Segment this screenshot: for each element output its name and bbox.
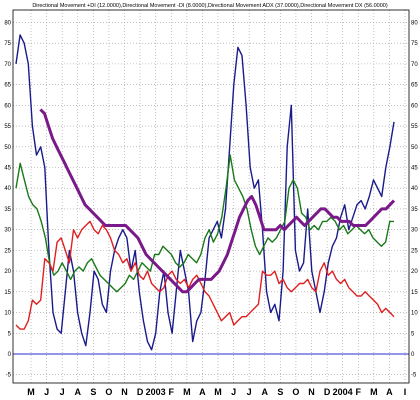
y-tick-label-left: 65 xyxy=(4,83,11,89)
y-tick-label-right: 60 xyxy=(411,103,418,109)
y-tick-label-right: 35 xyxy=(411,207,418,213)
plot-frame xyxy=(12,9,410,384)
x-tick-label: A xyxy=(262,387,269,397)
series-line-directional-movement-di xyxy=(15,220,395,330)
x-tick-label: N xyxy=(121,387,128,397)
y-tick-label-left: 10 xyxy=(4,311,11,317)
x-tick-label: O xyxy=(105,387,112,397)
y-tick-label-left: 55 xyxy=(4,124,11,130)
y-tick-label-right: 80 xyxy=(411,20,418,26)
y-tick-label-left: 15 xyxy=(4,290,11,296)
y-tick-label-left: 45 xyxy=(4,165,11,171)
y-tick-label-right: -5 xyxy=(411,373,417,379)
y-tick-label-right: 70 xyxy=(411,62,418,68)
y-tick-label-left: -5 xyxy=(6,373,12,379)
y-tick-label-right: 0 xyxy=(411,352,415,358)
y-tick-label-right: 20 xyxy=(411,269,418,275)
y-tick-label-right: 25 xyxy=(411,248,418,254)
x-tick-label: M xyxy=(214,387,222,397)
y-tick-label-left: 5 xyxy=(8,331,12,337)
y-tick-label-left: 30 xyxy=(4,228,11,234)
x-tick-label: D xyxy=(324,387,331,397)
x-tick-label: S xyxy=(90,387,96,397)
y-tick-label-right: 30 xyxy=(411,228,418,234)
chart-title: Directional Movement +DI (12.0000),Direc… xyxy=(32,3,388,9)
x-tick-label: D xyxy=(137,387,144,397)
y-tick-label-left: 40 xyxy=(4,186,11,192)
x-tick-label: J xyxy=(247,387,252,397)
y-tick-label-left: 75 xyxy=(4,41,11,47)
x-tick-label: M xyxy=(27,387,35,397)
x-tick-label: J xyxy=(60,387,65,397)
x-tick-label: J xyxy=(231,387,236,397)
y-tick-label-left: 25 xyxy=(4,248,11,254)
y-tick-label-left: 70 xyxy=(4,62,11,68)
series-group xyxy=(15,34,396,351)
y-tick-label-left: 50 xyxy=(4,145,11,151)
x-tick-label: A xyxy=(386,387,393,397)
y-tick-label-right: 45 xyxy=(411,165,418,171)
y-tick-label-right: 75 xyxy=(411,41,418,47)
x-tick-label: F xyxy=(356,387,362,397)
x-tick-label: F xyxy=(169,387,175,397)
y-tick-label-left: 0 xyxy=(8,352,12,358)
x-axis: M J J A S O N D 2003 F M A M J J A S O N D 2004 F M A I xyxy=(27,387,406,397)
series-line-directional-movement-adx xyxy=(39,108,396,294)
x-tick-label: J xyxy=(44,387,49,397)
x-tick-label: N xyxy=(308,387,315,397)
x-tick-label: O xyxy=(292,387,299,397)
x-tick-label: S xyxy=(277,387,283,397)
y-tick-label-right: 15 xyxy=(411,290,418,296)
y-tick-label-right: 5 xyxy=(411,331,415,337)
y-tick-label-right: 50 xyxy=(411,145,418,151)
x-tick-label: A xyxy=(199,387,206,397)
y-tick-label-left: 80 xyxy=(4,20,11,26)
grid xyxy=(13,10,409,383)
y-tick-label-right: 40 xyxy=(411,186,418,192)
y-tick-label-right: 55 xyxy=(411,124,418,130)
x-tick-label: A xyxy=(75,387,82,397)
x-tick-label: M xyxy=(370,387,378,397)
y-tick-label-left: 35 xyxy=(4,207,11,213)
x-tick-label: 2004 xyxy=(333,387,353,397)
y-tick-label-left: 60 xyxy=(4,103,11,109)
y-tick-label-right: 65 xyxy=(411,83,418,89)
x-tick-label: 2003 xyxy=(146,387,166,397)
x-tick-label: I xyxy=(404,387,407,397)
y-tick-label-right: 10 xyxy=(411,311,418,317)
x-tick-label: M xyxy=(183,387,191,397)
y-tick-label-left: 20 xyxy=(4,269,11,275)
